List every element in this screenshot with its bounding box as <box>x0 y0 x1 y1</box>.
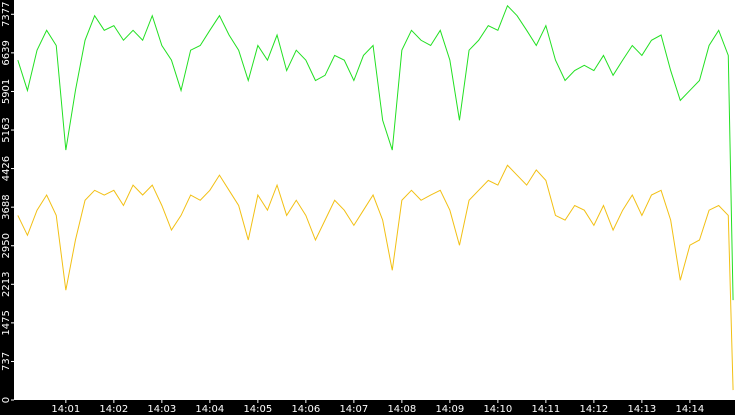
x-tick-label: 14:14 <box>675 404 704 415</box>
y-tick-label: 5163 <box>1 117 12 142</box>
y-tick-label: 3688 <box>1 194 12 219</box>
y-tick-label: 2950 <box>1 233 12 258</box>
x-tick-label: 14:02 <box>99 404 128 415</box>
y-tick-label: 2213 <box>1 272 12 297</box>
x-tick-label: 14:05 <box>243 404 272 415</box>
y-tick-label: 7377 <box>1 2 12 27</box>
x-tick-label: 14:06 <box>291 404 320 415</box>
series-line <box>17 4 734 301</box>
y-tick-label: 0 <box>1 397 12 403</box>
x-tick-label: 14:01 <box>51 404 80 415</box>
y-tick-label: 6639 <box>1 40 12 65</box>
x-tick-label: 14:10 <box>483 404 512 415</box>
x-tick-label: 14:07 <box>339 404 368 415</box>
x-tick-label: 14:11 <box>531 404 560 415</box>
y-tick-label: 5901 <box>1 79 12 104</box>
x-tick-label: 14:04 <box>195 404 224 415</box>
series-line <box>17 164 734 391</box>
x-tick-label: 14:03 <box>147 404 176 415</box>
x-tick-label: 14:12 <box>579 404 608 415</box>
x-tick-label: 14:08 <box>387 404 416 415</box>
x-tick-label: 14:13 <box>627 404 656 415</box>
y-axis-strip <box>0 0 14 415</box>
x-tick-label: 14:09 <box>435 404 464 415</box>
x-axis-strip <box>0 400 735 415</box>
y-tick-label: 737 <box>1 352 12 371</box>
y-tick-label: 4426 <box>1 156 12 181</box>
y-tick-label: 1475 <box>1 310 12 335</box>
